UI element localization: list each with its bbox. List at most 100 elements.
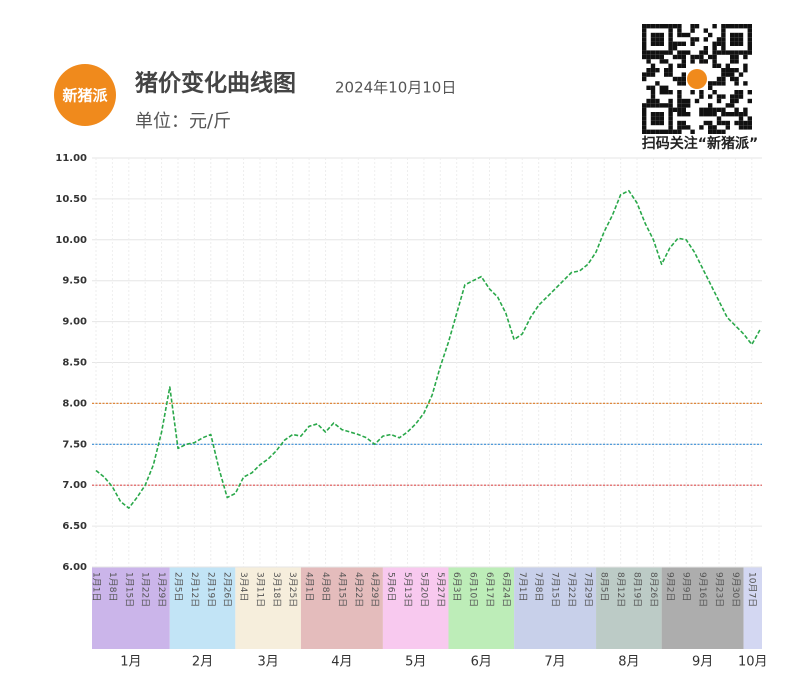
qr-cell [686, 32, 691, 38]
qr-cell [664, 68, 669, 73]
month-band [448, 567, 515, 649]
qr-cell [747, 32, 752, 38]
x-tick-label: 4月8日 [320, 572, 331, 601]
y-tick-label: 6.50 [62, 521, 87, 532]
qr-cell [712, 24, 717, 29]
qr-cell [642, 32, 647, 38]
qr-cell [677, 112, 682, 117]
qr-cell [743, 120, 748, 126]
qr-cell [716, 63, 722, 68]
qr-cell [725, 50, 730, 55]
qr-cell [743, 107, 748, 112]
qr-cell [730, 103, 735, 108]
x-tick-label: 3月4日 [238, 572, 249, 601]
qr-cell [677, 120, 682, 126]
qr-cell [730, 32, 735, 38]
qr-cell [668, 125, 673, 130]
qr-cell [725, 72, 730, 77]
qr-cell [703, 50, 708, 55]
qr-cell [734, 94, 739, 99]
y-tick-label: 10.50 [55, 194, 87, 205]
qr-cell [743, 63, 748, 68]
unit-label: 单位：元/斤 [135, 111, 231, 132]
qr-cell [734, 50, 739, 55]
x-tick-label: 9月16日 [697, 572, 708, 607]
qr-cell [664, 50, 669, 55]
qr-cell [650, 103, 656, 108]
chart-title: 猪价变化曲线图 [135, 70, 296, 97]
qr-cell [642, 120, 647, 126]
x-tick-label: 6月17日 [484, 572, 495, 607]
qr-cell [668, 90, 673, 95]
x-tick-label: 1月22日 [140, 572, 151, 607]
qr-cell [642, 37, 647, 42]
qr-cell [677, 24, 682, 29]
qr-cell [668, 68, 673, 73]
qr-cell [747, 37, 752, 42]
qr-cell [743, 68, 748, 73]
x-tick-label: 4月29日 [369, 572, 380, 607]
qr-cell [712, 63, 717, 68]
month-band [596, 567, 662, 649]
x-tick-label: 7月8日 [533, 572, 544, 601]
qr-cell [659, 120, 664, 126]
qr-cell [703, 112, 708, 117]
qr-cell [743, 125, 748, 130]
qr-cell [725, 63, 730, 68]
qr-cell [716, 98, 722, 104]
qr-cell [655, 98, 660, 104]
month-label: 3月 [258, 655, 279, 670]
qr-cell [664, 24, 669, 29]
qr-cell [650, 85, 656, 90]
qr-cell [681, 112, 686, 117]
y-tick-label: 9.00 [62, 317, 87, 328]
qr-cell [747, 50, 752, 55]
qr-cell [730, 72, 735, 77]
x-tick-label: 1月8日 [107, 572, 118, 601]
qr-cell [725, 112, 730, 117]
qr-cell [730, 37, 735, 42]
qr-cell [721, 46, 726, 51]
month-label: 1月 [120, 655, 141, 670]
qr-cell [655, 54, 660, 60]
qr-cell [642, 107, 647, 112]
qr-cell [655, 81, 660, 86]
qr-cell [677, 50, 682, 55]
qr-cell [747, 125, 752, 130]
qr-cell [650, 32, 656, 38]
y-tick-label: 9.50 [62, 276, 87, 287]
x-tick-label: 8月26日 [648, 572, 659, 607]
qr-cell [734, 76, 739, 82]
x-tick-label: 5月27日 [435, 572, 446, 607]
qr-cell [646, 59, 651, 64]
x-tick-label: 6月3日 [451, 572, 462, 601]
month-band [661, 567, 744, 649]
qr-cell [681, 125, 686, 130]
month-label: 10月 [738, 655, 768, 670]
qr-cell [677, 125, 682, 130]
qr-cell [747, 28, 752, 33]
qr-cell [650, 129, 656, 134]
qr-cell [686, 125, 691, 130]
qr-cell [646, 54, 651, 60]
qr-cell [677, 129, 682, 134]
qr-cell [672, 46, 678, 51]
x-tick-label: 5月13日 [402, 572, 413, 607]
qr-cell [721, 81, 726, 86]
y-tick-label: 8.00 [62, 398, 87, 409]
qr-cell [642, 129, 647, 134]
qr-cell [681, 76, 686, 82]
qr-cell [650, 116, 656, 121]
qr-cell [738, 120, 744, 126]
qr-cell [738, 41, 744, 46]
qr-cell [655, 129, 660, 134]
qr-cell [703, 107, 708, 112]
qr-cell [642, 76, 647, 82]
qr-cell [646, 103, 651, 108]
qr-cell [738, 112, 744, 117]
qr-cell [703, 28, 708, 33]
chart-date: 2024年10月10日 [335, 79, 456, 97]
qr-cell [642, 46, 647, 51]
x-tick-label: 2月19日 [205, 572, 216, 607]
qr-cell [730, 98, 735, 104]
